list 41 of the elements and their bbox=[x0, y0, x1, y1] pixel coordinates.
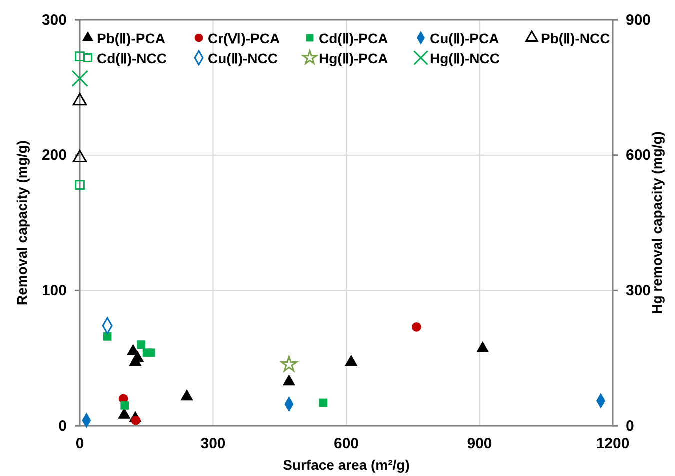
y2-tick-label: 600 bbox=[626, 147, 652, 164]
x-tick-label: 0 bbox=[76, 436, 84, 453]
x-axis-title: Surface area (m²/g) bbox=[283, 457, 410, 473]
legend-label: Cu(Ⅱ)-NCC bbox=[208, 50, 278, 66]
point bbox=[75, 52, 85, 62]
legend-label: Cr(Ⅵ)-PCA bbox=[208, 30, 280, 46]
point bbox=[476, 342, 490, 353]
point bbox=[319, 398, 328, 408]
x-tick-label: 300 bbox=[200, 436, 226, 453]
legend-label: Pb(Ⅱ)-PCA bbox=[97, 30, 166, 46]
point bbox=[103, 332, 112, 341]
y-tick-label: 0 bbox=[58, 418, 67, 435]
point bbox=[72, 150, 88, 162]
point bbox=[146, 348, 156, 358]
point bbox=[137, 340, 146, 349]
point bbox=[180, 390, 194, 401]
y2-tick-label: 900 bbox=[626, 12, 652, 29]
y2-axis-title: Hg removal capacity (mg/g) bbox=[649, 132, 665, 314]
y-tick-label: 300 bbox=[42, 12, 67, 29]
legend-label: Hg(Ⅱ)-PCA bbox=[319, 50, 388, 66]
point bbox=[131, 416, 141, 426]
x-tick-label: 900 bbox=[467, 436, 492, 453]
legend-label: Hg(Ⅱ)-NCC bbox=[430, 50, 500, 66]
y-tick-label: 100 bbox=[42, 282, 67, 300]
legend-label: Cu(Ⅱ)-PCA bbox=[430, 30, 500, 46]
y-tick-label: 200 bbox=[42, 147, 67, 164]
point bbox=[75, 180, 85, 190]
x-tick-label: 600 bbox=[334, 436, 360, 453]
point bbox=[120, 402, 130, 410]
point bbox=[72, 93, 88, 106]
point bbox=[131, 350, 144, 362]
y2-tick-label: 300 bbox=[626, 282, 652, 300]
legend-label: Cd(Ⅱ)-PCA bbox=[319, 30, 388, 46]
point bbox=[345, 355, 358, 366]
x-tick-label: 1200 bbox=[596, 436, 630, 453]
legend-label: Cd(Ⅱ)-NCC bbox=[97, 50, 167, 66]
y2-tick-label: 0 bbox=[626, 418, 634, 435]
legend-label: Pb(Ⅱ)-NCC bbox=[541, 30, 610, 46]
y-axis-title: Removal capacity (mg/g) bbox=[14, 140, 30, 306]
point bbox=[412, 322, 422, 332]
point bbox=[282, 374, 296, 386]
